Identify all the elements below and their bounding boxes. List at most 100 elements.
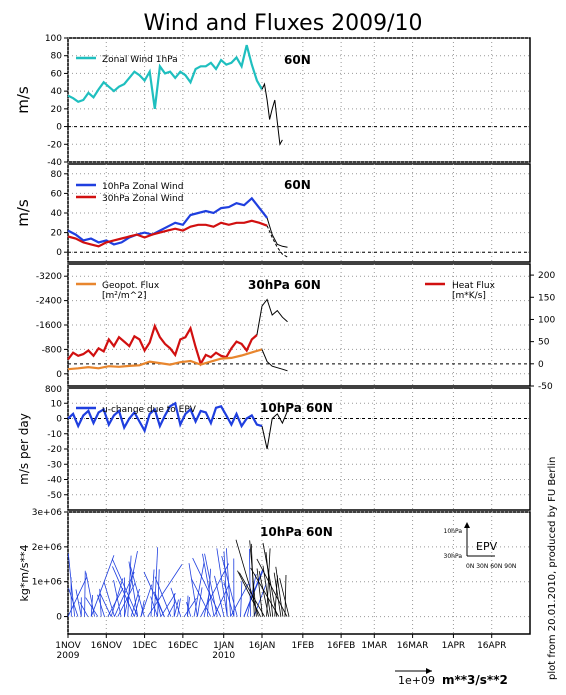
y-tick-label: -10 [47,430,62,440]
y-tick-label: -30 [47,460,62,470]
y-right-tick-label: 100 [538,315,555,325]
epv-vector [128,561,139,617]
y-tick-label: 10 [51,399,63,409]
y-axis-label-5: kg*m/s**4 [18,544,31,601]
legend-2-text: 10hPa Zonal Wind [102,182,183,192]
epv-vector [249,548,251,617]
epv-vector [90,555,115,617]
x-tick-label: 1NOV [55,641,81,651]
y-tick-label: 1e+06 [32,578,63,588]
legend-3-text: Geopot. Flux [102,281,160,291]
epv-vector [68,588,79,617]
legend-3-unit: [m²/m^2] [102,291,146,301]
x-tick-label: 16FEB [327,641,356,651]
epv-vector [97,594,105,617]
y-tick-label: -50 [47,491,62,501]
epv-vector [85,597,99,617]
y-tick-label: -2400 [36,297,62,307]
epv-vector [90,594,93,617]
y-tick-label: 80 [51,170,63,180]
epv-vector-forecast [249,540,257,617]
epv-vector [103,581,115,617]
epv-vector [188,563,198,617]
y-tick-label: 2e+06 [32,543,63,553]
legend-2-text: 30hPa Zonal Wind [102,194,183,204]
epv-vector [67,553,76,617]
scale-arrowhead [426,668,432,674]
x-tick-label: 16MAR [397,641,429,651]
y-tick-label: 20 [51,105,63,115]
epv-vector [113,580,122,617]
y-tick-label: -40 [47,158,62,168]
epv-vector [167,602,176,617]
y-tick-label: -40 [47,476,62,486]
epv-vector [79,601,89,617]
epv-vector-forecast [237,570,261,617]
epv-vector [127,555,132,617]
epv-vector [160,593,176,617]
inset-title: EPV [476,540,498,553]
epv-vector [192,557,221,617]
epv-vector-forecast [235,539,259,617]
epv-vector-forecast [275,566,284,617]
y-right-tick-label: 0 [538,360,544,370]
epv-vector [75,589,82,617]
epv-vector [246,573,257,617]
epv-vector-forecast [262,565,272,617]
panel-location-4: 10hPa 60N [260,401,333,415]
panel-location-3: 30hPa 60N [248,278,321,292]
epv-vector-forecast [256,558,288,617]
inset-x-labels: 0N 30N 60N 90N [466,563,516,570]
y-tick-label: 60 [51,69,63,79]
legend-3b-text: Heat Flux [452,281,496,291]
epv-vector [150,569,155,617]
epv-vector-forecast [273,572,282,617]
y-right-tick-label: -50 [538,382,553,392]
y-tick-label: 80 [51,52,63,62]
series-heat-flux [67,323,258,367]
panel-location-1: 60N [284,53,311,67]
legend-3b-unit: [m*K/s] [452,291,486,301]
epv-vector [111,558,139,617]
epv-vector [157,569,160,617]
epv-vector [112,566,135,617]
inset-y-bottom: 30hPa [444,553,463,560]
x-tick-label: 1MAR [361,641,387,651]
epv-vector [200,563,230,617]
epv-vector-forecast [265,551,274,617]
epv-vector [84,570,86,617]
epv-vector [173,599,179,617]
epv-vector [170,587,182,617]
epv-vector [183,597,197,617]
epv-vector [124,550,138,617]
y-tick-label: 0 [56,248,62,258]
epv-vector [154,576,172,617]
epv-vector [177,598,181,617]
y-tick-label: 60 [51,189,63,199]
y-tick-label: 40 [51,87,63,97]
epv-vector-forecast [279,578,290,617]
series-geopot-flux [67,348,263,371]
x-tick-label: 1JAN [213,641,234,651]
epv-vector [240,581,243,617]
epv-vector-forecast [262,542,278,617]
scale-value: 1e+09 [398,674,435,687]
series-u-change-epv [67,401,263,434]
inset-arrowhead [464,522,470,528]
panel-frame-1 [67,37,531,163]
series-zonal-wind-1hpa [67,44,263,110]
panel-location-5: 10hPa 60N [260,525,333,539]
series-30hpa-zonal-wind [67,219,268,248]
epv-vector [99,592,112,617]
epv-vector [153,547,159,617]
y-tick-label: -20 [47,140,62,150]
series-forecast-u-change [261,410,288,450]
y-top-label: 800 [45,385,62,395]
epv-vector [197,587,203,617]
x-tick-sublabel: 2010 [212,651,235,661]
x-tick-label: 16NOV [91,641,123,651]
side-note: plot from 20.01.2010, produced by FU Ber… [547,457,558,680]
epv-vector [154,591,165,617]
y-tick-label: 0 [56,370,62,380]
